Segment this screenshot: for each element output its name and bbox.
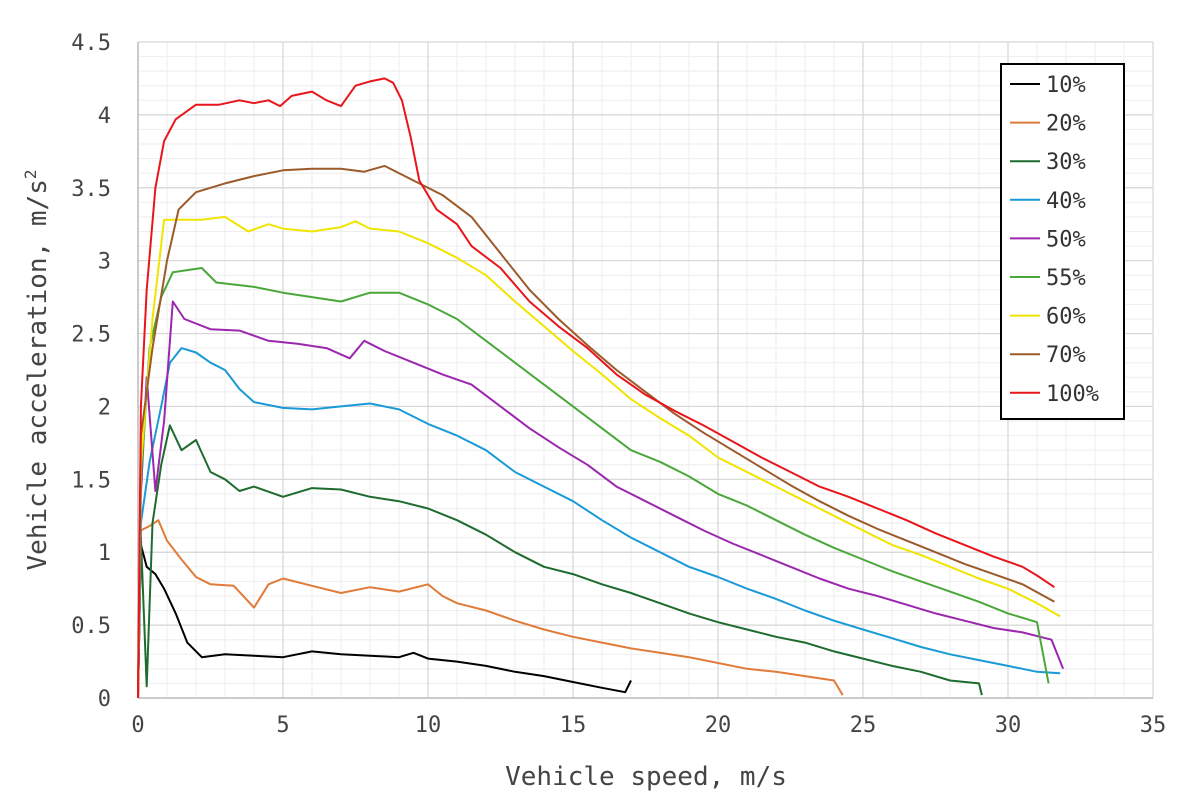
series-line-100pct bbox=[137, 77, 1055, 699]
y-tick-label: 4 bbox=[98, 104, 111, 129]
y-axis-title-text: Vehicle acceleration, m/s bbox=[23, 179, 53, 570]
series-line-30pct bbox=[137, 424, 983, 699]
series-lines bbox=[137, 77, 1065, 699]
y-tick-label: 1 bbox=[98, 541, 111, 566]
y-tick-label: 1.5 bbox=[71, 468, 111, 493]
legend-label: 60% bbox=[1046, 305, 1086, 330]
series-line-40pct bbox=[137, 347, 1061, 699]
y-tick-label: 2 bbox=[98, 395, 111, 420]
series-line-50pct bbox=[137, 300, 1065, 699]
y-tick-label: 4.5 bbox=[71, 31, 111, 56]
y-tick-label: 3.5 bbox=[71, 177, 111, 202]
x-tick-label: 0 bbox=[131, 713, 144, 738]
x-tick-labels: 0 5 10 15 20 25 30 35 bbox=[131, 713, 1166, 738]
x-tick-label: 30 bbox=[995, 713, 1022, 738]
legend-label: 100% bbox=[1046, 382, 1099, 407]
y-axis-title-superscript: 2 bbox=[21, 170, 40, 180]
legend-label: 55% bbox=[1046, 266, 1086, 291]
x-tick-label: 20 bbox=[705, 713, 732, 738]
y-tick-label: 0.5 bbox=[71, 614, 111, 639]
y-tick-labels: 0 0.5 1 1.5 2 2.5 3 3.5 4 4.5 bbox=[71, 31, 111, 712]
legend-label: 10% bbox=[1046, 73, 1086, 98]
legend-label: 70% bbox=[1046, 343, 1086, 368]
y-tick-label: 0 bbox=[98, 687, 111, 712]
legend-label: 30% bbox=[1046, 150, 1086, 175]
x-axis-title: Vehicle speed, m/s bbox=[505, 762, 787, 792]
y-tick-label: 2.5 bbox=[71, 323, 111, 348]
legend-label: 20% bbox=[1046, 112, 1086, 137]
legend-label: 40% bbox=[1046, 189, 1086, 214]
y-axis-title: Vehicle acceleration, m/s2 bbox=[21, 170, 53, 571]
x-tick-label: 35 bbox=[1140, 713, 1167, 738]
legend-items: 10% 20% 30% 40% 50% 55% 60% 70% 100% bbox=[1010, 73, 1099, 407]
legend-label: 50% bbox=[1046, 227, 1086, 252]
series-line-20pct bbox=[137, 519, 844, 699]
series-line-70pct bbox=[137, 164, 1055, 699]
series-line-60pct bbox=[137, 215, 1061, 699]
legend: 10% 20% 30% 40% 50% 55% 60% 70% 100% bbox=[1000, 63, 1125, 420]
x-tick-label: 25 bbox=[850, 713, 877, 738]
x-tick-label: 15 bbox=[560, 713, 587, 738]
x-tick-label: 5 bbox=[276, 713, 289, 738]
series-line-55pct bbox=[137, 267, 1050, 699]
series-line-10pct bbox=[137, 543, 632, 699]
x-tick-label: 10 bbox=[415, 713, 442, 738]
y-tick-label: 3 bbox=[98, 250, 111, 275]
axes bbox=[137, 42, 1153, 699]
